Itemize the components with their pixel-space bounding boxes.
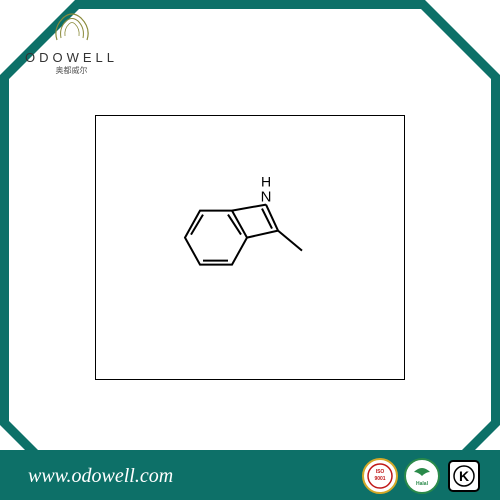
- hydrogen-label: H: [261, 173, 271, 189]
- logo-chinese: 奥都威尔: [25, 65, 118, 76]
- brand-logo: ODOWELL 奥都威尔: [25, 10, 118, 76]
- certification-badges: ISO 9001 Halal K: [362, 458, 482, 494]
- content-box: N H: [95, 115, 405, 380]
- svg-text:Halal: Halal: [416, 481, 429, 487]
- svg-text:ISO: ISO: [376, 469, 385, 475]
- logo-name: ODOWELL: [25, 50, 118, 65]
- kosher-badge: K: [446, 458, 482, 494]
- website-url[interactable]: www.odowell.com: [28, 465, 173, 488]
- nitrogen-label: N: [261, 188, 272, 205]
- svg-text:9001: 9001: [374, 476, 385, 482]
- svg-text:K: K: [459, 468, 469, 484]
- logo-icon: [51, 10, 93, 48]
- halal-badge: Halal: [404, 458, 440, 494]
- chemical-structure: N H: [170, 172, 330, 302]
- iso-badge: ISO 9001: [362, 458, 398, 494]
